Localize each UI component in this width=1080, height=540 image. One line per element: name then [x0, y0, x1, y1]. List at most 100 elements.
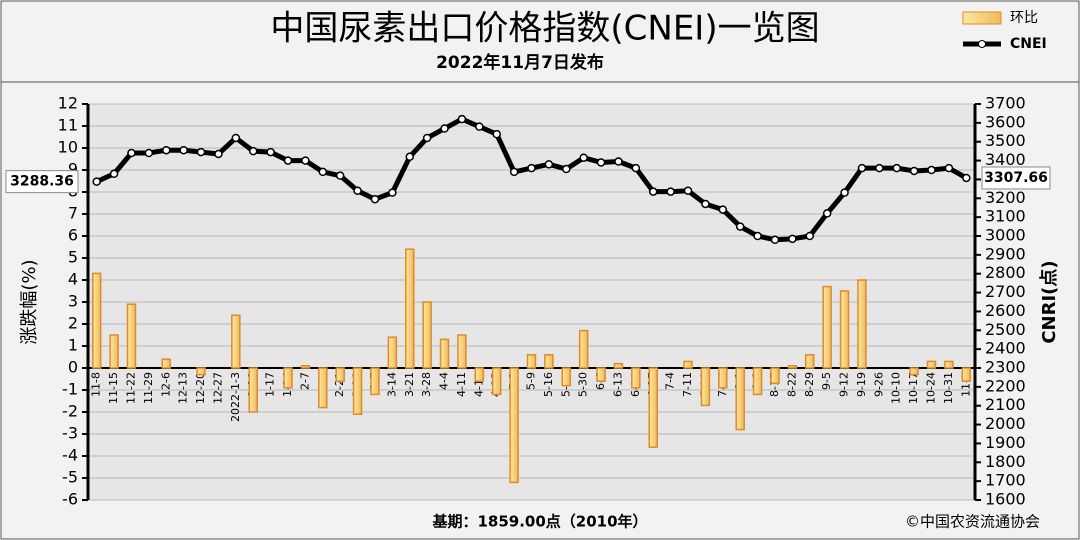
y2-tick-label: 3100	[985, 207, 1026, 226]
line-marker	[492, 129, 501, 139]
bar	[352, 367, 363, 415]
x-tick-label: 10-17	[907, 372, 920, 404]
bar	[578, 329, 589, 369]
bar	[387, 336, 398, 369]
bar	[735, 367, 745, 431]
y-tick-label: -3	[62, 424, 78, 443]
y-tick-label: 1	[68, 336, 78, 355]
y2-tick-label: 2200	[985, 376, 1026, 395]
bar	[561, 367, 572, 387]
bar	[283, 367, 293, 389]
x-tick-label: 3-21	[403, 372, 416, 397]
x-tick-label: 8-29	[803, 372, 816, 397]
y2-tick-label: 2100	[985, 395, 1026, 414]
line-marker	[544, 160, 554, 169]
y2-tick-label: 2400	[985, 339, 1026, 358]
x-tick-label: 11-22	[124, 372, 137, 404]
bar	[161, 358, 172, 369]
x-tick-label: 2-7	[298, 372, 311, 390]
x-tick-label: 10-24	[925, 372, 938, 404]
y-tick-label: 2	[68, 314, 78, 333]
bar	[839, 290, 850, 369]
base-note: 基期：1859.00点（2010年）	[431, 513, 647, 531]
x-tick-label: 9-26	[872, 372, 885, 397]
y-tick-label: 9	[68, 160, 78, 179]
line-marker	[666, 187, 675, 196]
bar	[770, 367, 780, 385]
line-marker	[179, 145, 188, 155]
line-marker	[231, 133, 241, 143]
bar	[457, 334, 467, 369]
line-marker	[353, 186, 362, 195]
line-marker	[944, 163, 954, 173]
value-label: 3288.36	[10, 174, 74, 190]
line-marker	[579, 153, 588, 162]
bar	[596, 367, 606, 382]
legend-label: CNEI	[1010, 36, 1047, 52]
y2-tick-label: 1900	[985, 433, 1026, 452]
bar	[544, 354, 554, 369]
line-marker	[857, 163, 867, 173]
y2-tick-label: 3400	[985, 150, 1026, 169]
bar	[370, 367, 380, 396]
x-tick-label: 2022-1-3	[229, 372, 242, 422]
x-tick-label: 10-10	[890, 372, 903, 404]
y-tick-label: 11	[58, 116, 78, 135]
bar	[231, 314, 241, 369]
y2-tick-label: 1600	[985, 490, 1026, 509]
x-tick-label: 3-28	[420, 372, 433, 397]
line-marker	[892, 163, 901, 173]
line-marker	[266, 147, 275, 157]
value-label-box	[5, 170, 79, 194]
y2-tick-label: 3200	[985, 188, 1026, 207]
line-marker	[962, 173, 971, 183]
line-marker	[770, 235, 780, 245]
y2-tick-label: 1700	[985, 471, 1026, 490]
bar	[318, 367, 328, 409]
line-marker	[162, 145, 171, 155]
line-marker	[422, 133, 432, 143]
bar	[648, 367, 658, 448]
line-marker	[283, 156, 293, 165]
bar	[752, 367, 763, 396]
x-tick-label: 12-13	[177, 372, 190, 404]
y2-tick-label: 3600	[985, 112, 1026, 131]
line-marker	[631, 163, 641, 173]
line-marker	[562, 164, 571, 174]
x-tick-label: 7-11	[681, 372, 694, 397]
bar	[683, 360, 693, 369]
line-marker	[301, 156, 310, 165]
x-tick-label: 12-27	[211, 372, 224, 404]
bar	[631, 367, 641, 389]
bar	[109, 334, 119, 369]
y2-tick-label: 1800	[985, 452, 1026, 471]
chart-title: 中国尿素出口价格指数(CNEI)一览图	[270, 9, 819, 49]
line-marker	[735, 222, 745, 231]
y-tick-label: -1	[62, 380, 78, 399]
y-tick-label: 4	[68, 270, 78, 289]
y-tick-label: 7	[68, 204, 78, 223]
line-marker	[875, 163, 884, 173]
x-tick-label: 7-4	[664, 372, 677, 390]
x-tick-label: 3-14	[385, 372, 398, 397]
y2-axis-label: CNRI(点)	[1038, 260, 1060, 343]
y2-tick-label: 3700	[985, 94, 1026, 113]
y2-tick-label: 2000	[985, 414, 1026, 433]
bar	[961, 367, 972, 382]
x-tick-label: 1-17	[264, 372, 277, 397]
legend-label: 环比	[1010, 10, 1038, 26]
line-marker	[144, 148, 154, 158]
x-tick-label: 6-13	[611, 372, 624, 397]
bar	[91, 272, 102, 369]
x-tick-label: 9-12	[838, 372, 851, 397]
bar	[526, 354, 537, 369]
line-marker	[614, 157, 623, 166]
y-tick-label: -5	[62, 468, 78, 487]
line-marker	[683, 186, 693, 195]
bar	[613, 362, 624, 369]
legend-swatch	[962, 11, 1002, 25]
line-marker	[92, 177, 101, 186]
bar	[300, 365, 311, 369]
line-marker	[196, 147, 206, 157]
x-tick-label: 5-30	[577, 372, 590, 397]
